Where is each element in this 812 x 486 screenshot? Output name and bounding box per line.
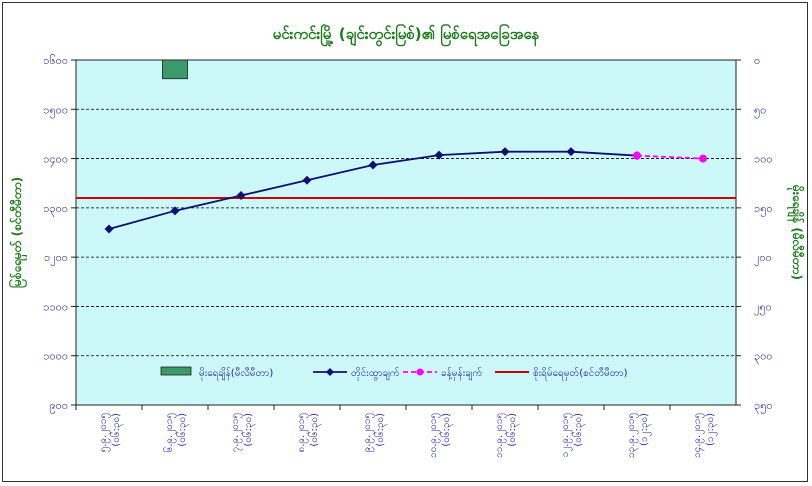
plot-area (75, 59, 737, 406)
x-tick-time: (၀၆:၃၀) (439, 413, 454, 447)
y-tick-label: ၁၅၀၀ (43, 103, 68, 118)
observed-point (434, 150, 444, 160)
legend-swatch-bar (160, 366, 192, 376)
x-tick-label: ၈.၉.၂၀၁၅ (၀၆:၃၀) (296, 413, 322, 453)
y2-tick-label: ၂၀၀ (754, 251, 772, 266)
observed-point (500, 147, 510, 157)
y-tick-label: ၉၀၀ (49, 399, 68, 414)
rainfall-bars (162, 59, 188, 80)
x-tick-time: (၀၆:၃၀) (307, 413, 322, 447)
x-tick-time: (၀၆:၃၀) (109, 413, 124, 447)
y2-tick-label: ၂၅၀ (754, 300, 772, 315)
x-tick-date: ၈.၉.၂၀၁၅ (296, 413, 309, 452)
observed-point (302, 175, 312, 185)
observed-point (104, 224, 114, 234)
y2-axis-label: မိုးရေချိန် (မီလီမီတာ) (786, 184, 806, 280)
x-tick-label: ၅.၉.၂၀၁၅ (၀၆:၃၀) (98, 413, 124, 453)
x-tick-label: ၁၀.၉.၂၀၁၅ (၀၆:၃၀) (428, 413, 454, 458)
y2-tick-label: ၁၅၀ (754, 202, 773, 217)
x-tick-label: ၇.၉.၂၀၁၅ (၀၆:၃၀) (230, 413, 256, 453)
x-tick-date: ၇.၉.၂၀၁၅ (230, 413, 243, 452)
x-tick-label: ၉.၉.၂၀၁၅ (၀၆:၃၀) (362, 413, 388, 453)
observed-point (566, 147, 576, 157)
y-tick-label: ၁၆၀၀ (43, 54, 68, 67)
y2-tick-label: ၀ (754, 54, 760, 67)
legend-item: မိုးရေချိန်(မီလီမီတာ) (160, 366, 273, 381)
chart-title: မင်းကင်းမြို့ (ချင်းတွင်းမြစ်)၏ မြစ်ရေအခ… (273, 23, 540, 47)
legend-label: စိုးရိမ်ရေမှတ်(စင်တီမီတာ) (533, 366, 628, 381)
x-tick-time: (၀၆:၃၀) (373, 413, 388, 447)
x-tick-time: (၁၂:၃၀) (705, 413, 718, 446)
legend-item: စိုးရိမ်ရေမှတ်(စင်တီမီတာ) (495, 366, 628, 381)
x-tick-label: ၁၁.၉.၂၀၁၅ (၀၆:၃၀) (494, 413, 520, 458)
y-tick-label: ၁၁၀၀ (43, 300, 68, 313)
series-lines (76, 147, 736, 234)
y2-tick-label: ၅၀ (754, 103, 766, 118)
legend: မိုးရေချိန်(မီလီမီတာ) တိုင်းထွာချက် ခန့်မှ… (160, 366, 628, 381)
y-axis-label: မြစ်ရေမှတ် (စင်တီမီတာ) (7, 177, 28, 288)
y-tick-label: ၁၃၀၀ (43, 202, 68, 217)
legend-marker (416, 368, 424, 376)
x-tick-time: (၀၆:၃၀) (241, 413, 256, 447)
x-tick-time: (၀၆:၃၀) (505, 413, 520, 447)
x-tick-date: ၁၄.၉.၂၀၁၅ (692, 413, 705, 458)
legend-marker (326, 368, 334, 376)
observed-point (236, 191, 246, 201)
forecast-line (636, 154, 704, 160)
x-tick-date: ၁၀.၉.၂၀၁၅ (428, 413, 441, 458)
x-tick-date: ၁၁.၉.၂၀၁၅ (494, 413, 507, 458)
x-tick-time: (၀၆:၃၀) (175, 413, 190, 447)
x-tick-date: ၉.၉.၂၀၁၅ (362, 413, 375, 452)
x-tick-date: ၆.၉.၂၀၁၅ (162, 413, 177, 452)
y2-tick-label: ၃၀၀ (754, 350, 773, 365)
legend-label: တိုင်းထွာချက် (351, 366, 400, 381)
chart: မင်းကင်းမြို့ (ချင်းတွင်းမြစ်)၏ မြစ်ရေအခ… (7, 23, 806, 458)
observed-point (368, 160, 378, 170)
legend-item: တိုင်းထွာချက် (313, 366, 400, 381)
y-tick-label: ၁၀၀၀ (43, 350, 68, 363)
legend-label: မိုးရေချိန်(မီလီမီတာ) (199, 366, 273, 381)
x-tick-label: ၁၄.၉.၂၀၁၅ (၁၂:၃၀) (692, 413, 718, 458)
y2-tick-label: ၁၀၀ (754, 153, 773, 166)
x-tick-time: (၀၆:၃၀) (571, 413, 586, 447)
y-tick-label: ၁၄၀၀ (43, 153, 68, 168)
rainfall-bar (162, 59, 188, 80)
x-tick-label: ၁၃.၉.၂၀၁၅ (၁၂:၃၀) (626, 413, 652, 458)
y2-tick-label: ၃၅၀ (754, 399, 773, 414)
legend-item: ခန့်မှန်းချက် (403, 366, 482, 381)
observed-point (170, 206, 180, 216)
forecast-point (699, 154, 707, 163)
x-tick-date: ၁၃.၉.၂၀၁၅ (626, 413, 639, 458)
x-tick-date: ၅.၉.၂၀၁၅ (98, 413, 111, 452)
x-tick-label: ၁၂.၉.၂၀၁၅ (၀၆:၃၀) (560, 413, 586, 457)
forecast-point (633, 151, 641, 160)
y-tick-label: ၁၂၀၀ (44, 251, 68, 266)
legend-label: ခန့်မှန်းချက် (441, 366, 482, 381)
x-tick-time: (၁၂:၃၀) (639, 413, 652, 446)
x-tick-date: ၁၂.၉.၂၀၁၅ (560, 413, 573, 457)
x-tick-label: ၆.၉.၂၀၁၅ (၀၆:၃၀) (162, 413, 190, 453)
